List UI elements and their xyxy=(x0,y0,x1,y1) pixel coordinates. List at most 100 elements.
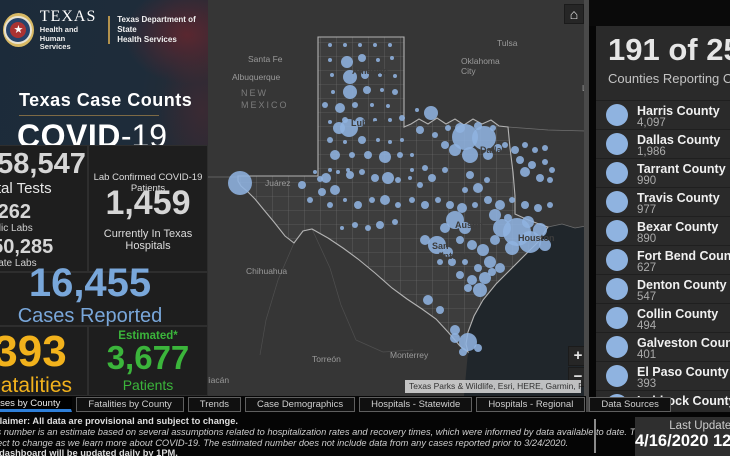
case-bubble[interactable] xyxy=(409,197,415,203)
case-bubble[interactable] xyxy=(421,201,429,209)
case-bubble[interactable] xyxy=(392,89,398,95)
case-bubble[interactable] xyxy=(358,136,366,144)
case-bubble[interactable] xyxy=(472,126,496,150)
case-bubble[interactable] xyxy=(474,264,482,272)
case-bubble[interactable] xyxy=(380,88,384,92)
case-bubble[interactable] xyxy=(410,153,414,157)
county-row[interactable]: Bexar County 890 xyxy=(596,216,730,245)
case-bubble[interactable] xyxy=(328,120,332,124)
case-bubble[interactable] xyxy=(355,117,365,127)
tab-trends[interactable]: Trends xyxy=(187,397,241,412)
case-bubble[interactable] xyxy=(327,137,333,143)
case-bubble[interactable] xyxy=(371,174,379,182)
tab-hospitals-regional[interactable]: Hospitals - Regional xyxy=(476,397,586,412)
case-bubble[interactable] xyxy=(336,170,340,174)
case-bubble[interactable] xyxy=(376,138,380,142)
case-bubble[interactable] xyxy=(327,202,333,208)
case-bubble[interactable] xyxy=(428,174,436,182)
case-bubble[interactable] xyxy=(495,263,505,273)
case-bubble[interactable] xyxy=(397,152,403,158)
case-bubble[interactable] xyxy=(417,182,423,188)
case-bubble[interactable] xyxy=(445,125,451,131)
case-bubble[interactable] xyxy=(533,223,547,237)
case-bubble[interactable] xyxy=(307,197,313,203)
case-bubble[interactable] xyxy=(522,142,528,148)
case-bubble[interactable] xyxy=(459,222,471,234)
case-bubble[interactable] xyxy=(440,223,450,233)
case-bubble[interactable] xyxy=(467,240,477,250)
case-bubble[interactable] xyxy=(393,74,397,78)
case-bubble[interactable] xyxy=(341,56,353,68)
case-bubble[interactable] xyxy=(379,151,391,163)
case-bubble[interactable] xyxy=(474,344,482,352)
case-bubble[interactable] xyxy=(386,104,390,108)
case-bubble[interactable] xyxy=(378,73,382,77)
case-bubble[interactable] xyxy=(330,150,340,160)
case-bubble[interactable] xyxy=(321,173,331,183)
case-bubble[interactable] xyxy=(479,272,491,284)
case-bubble[interactable] xyxy=(466,171,474,179)
case-bubble[interactable] xyxy=(428,236,446,254)
case-bubble[interactable] xyxy=(340,119,358,137)
case-bubble[interactable] xyxy=(464,284,472,292)
case-bubble[interactable] xyxy=(328,58,332,62)
case-bubble[interactable] xyxy=(415,108,419,112)
county-row[interactable]: Denton County 547 xyxy=(596,274,730,303)
map-zoom-in-button[interactable]: + xyxy=(568,346,586,366)
case-bubble[interactable] xyxy=(400,138,404,142)
case-bubble[interactable] xyxy=(532,147,538,153)
case-bubble[interactable] xyxy=(521,201,529,209)
case-bubble[interactable] xyxy=(547,177,553,183)
case-bubble[interactable] xyxy=(490,235,500,245)
case-bubble[interactable] xyxy=(462,187,468,193)
case-bubble[interactable] xyxy=(354,201,362,209)
case-bubble[interactable] xyxy=(388,43,392,47)
case-bubble[interactable] xyxy=(443,247,453,257)
case-bubble[interactable] xyxy=(343,140,347,144)
case-bubble[interactable] xyxy=(380,195,390,205)
case-bubble[interactable] xyxy=(322,102,328,108)
case-bubble[interactable] xyxy=(494,144,502,152)
case-bubble[interactable] xyxy=(399,115,405,121)
case-bubble[interactable] xyxy=(520,167,530,177)
tab-hospitals-statewide[interactable]: Hospitals - Statewide xyxy=(359,397,473,412)
case-bubble[interactable] xyxy=(473,183,483,193)
county-row[interactable]: Travis County 977 xyxy=(596,187,730,216)
texas-map[interactable]: TulsaOklahomaCityLittle RockSanta FeAlbu… xyxy=(208,0,586,396)
case-bubble[interactable] xyxy=(450,333,460,343)
case-bubble[interactable] xyxy=(484,196,492,204)
case-bubble[interactable] xyxy=(369,197,375,203)
case-bubble[interactable] xyxy=(459,348,467,356)
case-bubble[interactable] xyxy=(437,259,443,265)
case-bubble[interactable] xyxy=(442,167,448,173)
case-bubble[interactable] xyxy=(516,156,524,164)
case-bubble[interactable] xyxy=(330,185,340,195)
case-bubble[interactable] xyxy=(493,219,511,237)
case-bubble[interactable] xyxy=(448,258,456,266)
county-row[interactable]: Galveston County401 xyxy=(596,332,730,361)
case-bubble[interactable] xyxy=(474,122,482,130)
case-bubble[interactable] xyxy=(298,181,306,189)
case-bubble[interactable] xyxy=(420,235,430,245)
case-bubble[interactable] xyxy=(446,201,454,209)
case-bubble[interactable] xyxy=(346,171,354,179)
case-bubble[interactable] xyxy=(519,231,541,253)
case-bubble[interactable] xyxy=(459,333,477,351)
tab-data-sources[interactable]: Data Sources xyxy=(589,397,671,412)
panel-splitter[interactable] xyxy=(584,0,589,412)
case-bubble[interactable] xyxy=(328,43,332,47)
case-bubble[interactable] xyxy=(456,271,464,279)
case-bubble[interactable] xyxy=(462,147,478,163)
case-bubble[interactable] xyxy=(511,146,519,154)
case-bubble[interactable] xyxy=(343,198,347,202)
tab-cases-by-county[interactable]: Cases by County xyxy=(0,397,73,412)
case-bubble[interactable] xyxy=(489,209,501,221)
case-bubble[interactable] xyxy=(477,244,489,256)
case-bubble[interactable] xyxy=(330,73,334,77)
case-bubble[interactable] xyxy=(343,85,357,99)
case-bubble[interactable] xyxy=(376,221,384,229)
case-bubble[interactable] xyxy=(539,239,551,251)
case-bubble[interactable] xyxy=(490,125,496,131)
county-row[interactable]: Tarrant County 990 xyxy=(596,158,730,187)
tab-fatalities-by-county[interactable]: Fatalities by County xyxy=(76,397,184,412)
